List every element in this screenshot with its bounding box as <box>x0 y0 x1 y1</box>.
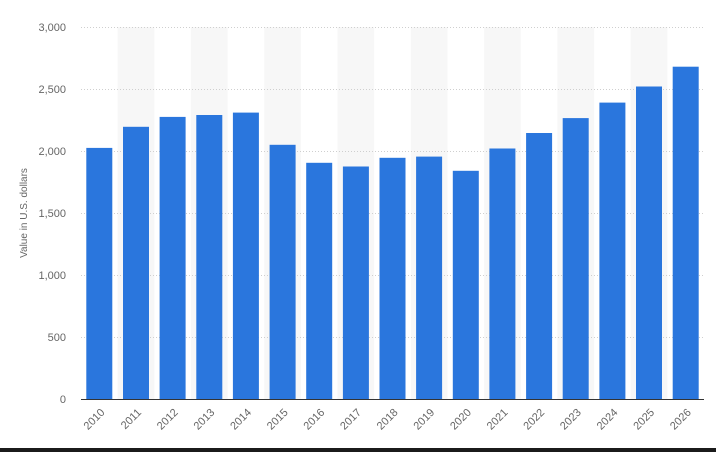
bar-2015 <box>269 144 296 399</box>
y-tick-label: 0 <box>60 394 66 406</box>
bar-2024 <box>599 102 626 399</box>
x-tick-label: 2014 <box>228 407 254 433</box>
y-tick-label: 2,000 <box>38 146 66 158</box>
x-tick-label: 2021 <box>485 407 511 433</box>
x-tick-label: 2010 <box>82 407 108 433</box>
x-tick-label: 2012 <box>155 407 181 433</box>
x-tick-label: 2017 <box>338 407 364 433</box>
x-tick-label: 2020 <box>448 407 474 433</box>
x-tick-label: 2026 <box>668 407 694 433</box>
bar-2018 <box>379 157 406 399</box>
bar-2022 <box>526 133 553 399</box>
bar-2019 <box>416 156 443 399</box>
bar-2016 <box>306 162 333 399</box>
x-tick-label: 2024 <box>595 407 621 433</box>
bar-2021 <box>489 148 516 399</box>
x-tick-label: 2016 <box>302 407 328 433</box>
bar-2020 <box>452 170 479 399</box>
x-tick-label: 2025 <box>631 407 657 433</box>
bar-2017 <box>342 166 369 399</box>
bar-2026 <box>672 66 699 399</box>
y-tick-label: 2,500 <box>38 84 66 96</box>
x-tick-labels: 2010 2011 2012 2013 2014 2015 2016 2017 2018 2019… <box>82 407 694 433</box>
x-tick-label: 2015 <box>265 407 291 433</box>
bottom-border <box>0 448 716 452</box>
bar-2013 <box>196 115 223 399</box>
x-tick-label: 2011 <box>119 407 144 432</box>
bar-2025 <box>636 86 662 399</box>
y-tick-labels: 0 500 1,000 1,500 2,000 2,500 3,000 <box>38 22 66 406</box>
x-tick-label: 2019 <box>411 407 437 433</box>
y-tick-label: 3,000 <box>38 22 66 34</box>
y-tick-label: 500 <box>48 332 66 344</box>
bar-2011 <box>123 126 149 400</box>
x-tick-label: 2023 <box>558 407 584 433</box>
y-axis-title: Value in U.S. dollars <box>19 168 30 258</box>
bar-2023 <box>562 118 589 399</box>
x-tick-label: 2022 <box>521 407 547 433</box>
x-tick-label: 2018 <box>375 407 401 433</box>
bars <box>86 66 699 400</box>
y-tick-label: 1,000 <box>38 270 66 282</box>
y-tick-label: 1,500 <box>38 208 66 220</box>
bar-2012 <box>159 116 186 400</box>
bar-2010 <box>86 147 113 399</box>
x-tick-label: 2013 <box>192 407 218 433</box>
bar-2014 <box>232 112 259 399</box>
